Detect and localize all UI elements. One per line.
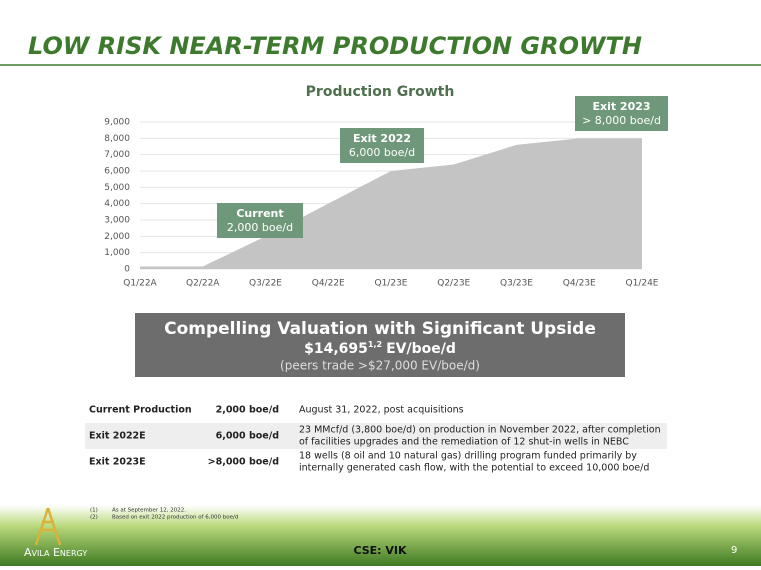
footnote-text: As at September 12, 2022.	[112, 508, 186, 514]
valuation-box	[135, 313, 625, 377]
callout-box	[575, 96, 668, 131]
y-tick-label: 3,000	[104, 216, 130, 226]
callout-text: 6,000 boe/d	[349, 146, 415, 159]
callout-title: Exit 2022	[353, 132, 411, 145]
y-tick-label: 5,000	[104, 183, 130, 193]
y-tick-label: 2,000	[104, 232, 130, 242]
callout-title: Current	[236, 207, 283, 220]
ticker: CSE: VIK	[353, 544, 407, 557]
logo	[34, 507, 62, 546]
x-tick-label: Q1/22A	[123, 279, 157, 289]
row-description: of facilities upgrades and the remediati…	[299, 437, 629, 448]
row-description: 18 wells (8 oil and 10 natural gas) dril…	[299, 451, 637, 462]
callout-text: 2,000 boe/d	[227, 221, 293, 234]
y-tick-label: 0	[124, 265, 130, 275]
x-tick-label: Q4/23E	[563, 279, 596, 289]
y-tick-label: 1,000	[104, 248, 130, 258]
page-number: 9	[731, 545, 737, 556]
logo-derrick	[34, 507, 62, 546]
row-value: >8,000 boe/d	[208, 457, 279, 468]
chart-title: Production Growth	[306, 84, 455, 100]
valuation-title: Compelling Valuation with Significant Up…	[164, 319, 596, 339]
row-label: Exit 2022E	[89, 431, 146, 442]
row-label: Exit 2023E	[89, 457, 146, 468]
y-tick-label: 4,000	[104, 199, 130, 209]
plot: 0 1,000 2,000 3,000 4,000 5,000 6,000 7,000 8,00…	[104, 96, 668, 289]
footnote-marker: (1)	[90, 508, 98, 514]
x-tick-label: Q2/23E	[437, 279, 470, 289]
company: Avila Energy	[24, 546, 87, 559]
x-tick-label: Q3/22E	[249, 279, 282, 289]
superscript: 1,2	[368, 340, 382, 349]
y-tick-label: 7,000	[104, 150, 130, 160]
callout-box	[217, 203, 303, 238]
row-description: internally generated cash flow, with the…	[299, 463, 649, 474]
footnote-text: Based on exit 2022 production of 6,000 b…	[112, 515, 238, 521]
unit: EV/boe/d	[386, 341, 456, 357]
row-value: 6,000 boe/d	[216, 431, 279, 442]
table: Current Production 2,000 boe/d August 31, …	[89, 405, 661, 474]
valuation-value: $14,6951,2 EV/boe/d	[304, 340, 456, 358]
y-tick-label: 6,000	[104, 167, 130, 177]
x-tick-label: Q1/24E	[626, 279, 659, 289]
x-tick-label: Q1/23E	[375, 279, 408, 289]
y-tick-label: 8,000	[104, 134, 130, 144]
row-description: 23 MMcf/d (3,800 boe/d) on production in…	[299, 425, 661, 436]
slide-title: LOW RISK NEAR-TERM PRODUCTION GROWTH	[28, 32, 642, 60]
x-tick-label: Q4/22E	[312, 279, 345, 289]
x-tick-label: Q3/23E	[500, 279, 533, 289]
y-tick-label: 9,000	[104, 118, 130, 128]
row-value: 2,000 boe/d	[216, 405, 279, 416]
row-label: Current Production	[89, 405, 192, 416]
callout-title: Exit 2023	[592, 100, 650, 113]
row-description: August 31, 2022, post acquisitions	[299, 405, 464, 416]
footer-band	[0, 505, 761, 566]
footnote-marker: (2)	[90, 515, 98, 521]
callout-box	[340, 128, 424, 163]
callout-text: > 8,000 boe/d	[582, 114, 661, 127]
valuation-note: (peers trade >$27,000 EV/boe/d)	[280, 359, 480, 373]
row-band	[85, 423, 667, 449]
value: $14,695	[304, 341, 368, 357]
x-tick-label: Q2/22A	[186, 279, 220, 289]
